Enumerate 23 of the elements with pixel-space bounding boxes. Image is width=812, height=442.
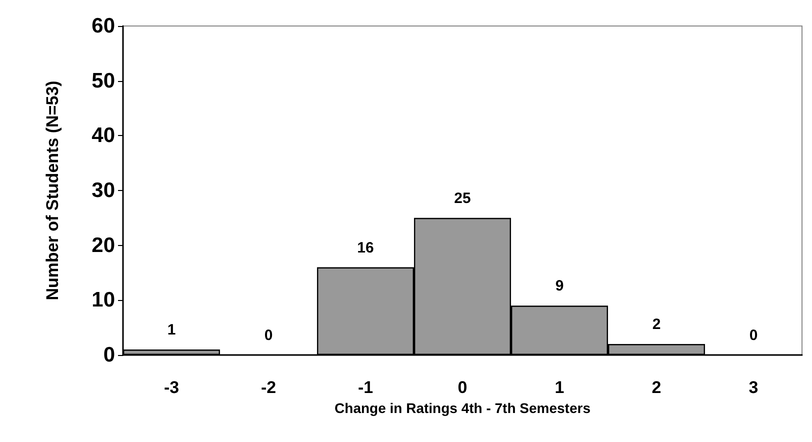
data-label: 0 bbox=[264, 327, 273, 344]
x-tick-label: -2 bbox=[260, 378, 276, 397]
data-label: 25 bbox=[454, 190, 471, 207]
data-label: 0 bbox=[749, 327, 758, 344]
y-tick-label: 40 bbox=[92, 124, 115, 148]
y-tick-label: 0 bbox=[103, 344, 115, 366]
x-axis-title: Change in Ratings 4th - 7th Semesters bbox=[334, 400, 591, 416]
data-label: 1 bbox=[167, 322, 176, 339]
y-tick-label: 20 bbox=[92, 234, 115, 257]
x-tick-label: 0 bbox=[458, 378, 468, 397]
y-axis-title: Number of Students (N=53) bbox=[43, 80, 62, 300]
x-tick-label: 3 bbox=[748, 378, 758, 397]
x-tick-label: 1 bbox=[554, 378, 564, 397]
data-label: 9 bbox=[555, 278, 564, 295]
x-tick-label: -1 bbox=[358, 378, 374, 397]
data-label: 16 bbox=[357, 239, 374, 256]
y-tick-label: 60 bbox=[92, 14, 115, 38]
x-tick-label: -3 bbox=[164, 378, 180, 397]
y-tick-label: 30 bbox=[92, 179, 115, 202]
y-tick-label: 10 bbox=[92, 288, 115, 312]
x-tick-label: 2 bbox=[652, 378, 662, 397]
y-tick-label: 50 bbox=[92, 69, 115, 92]
data-label: 2 bbox=[652, 316, 661, 334]
